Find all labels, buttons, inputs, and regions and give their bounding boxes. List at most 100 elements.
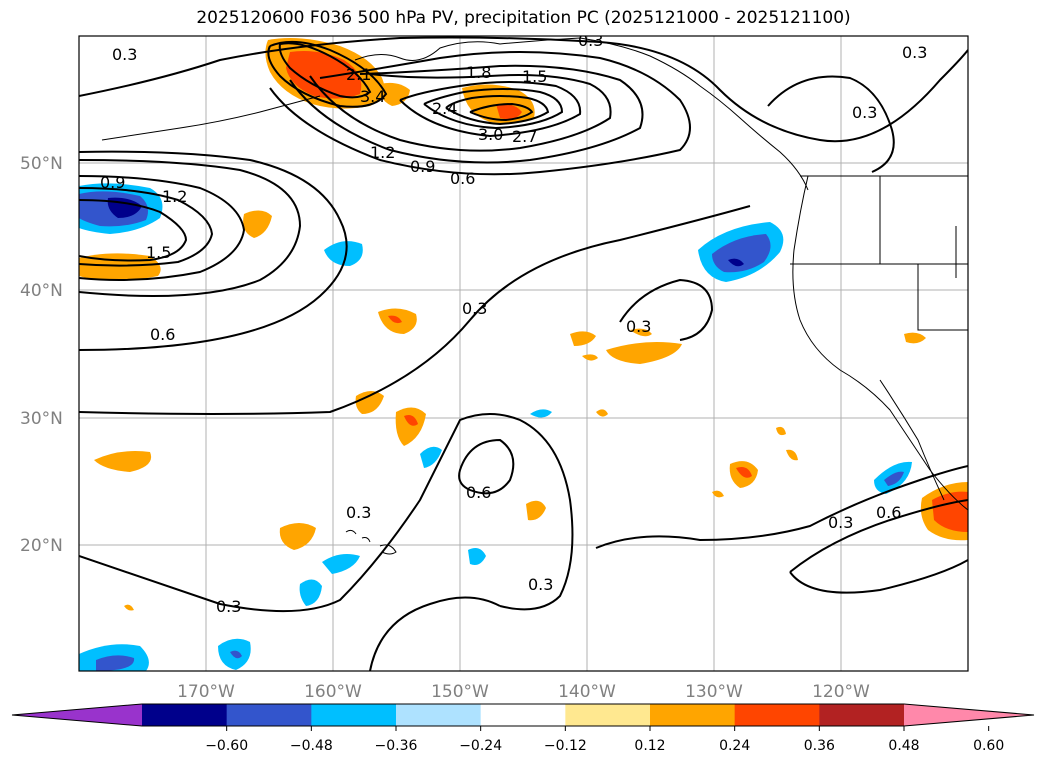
contour-label: 0.3 — [578, 31, 603, 50]
precip-negative-region — [299, 579, 322, 606]
pv-contour-0.6-north — [79, 159, 302, 297]
contour-label: 0.3 — [462, 299, 487, 318]
precip-negative-region — [420, 446, 442, 468]
contour-label: 1.8 — [466, 63, 491, 82]
precip-positive-region — [124, 604, 134, 611]
contour-label: 0.9 — [410, 157, 435, 176]
precip-strong-positive-region — [496, 103, 522, 120]
colorbar-segment — [396, 704, 482, 726]
contour-label: 0.3 — [626, 317, 651, 336]
colorbar-segment — [819, 704, 905, 726]
contour-label: 1.2 — [162, 187, 187, 206]
lon-label: 120°W — [812, 682, 870, 702]
colorbar-segment — [734, 704, 820, 726]
precip-negative-region — [322, 554, 360, 574]
colorbar-tick-label: 0.24 — [719, 738, 750, 754]
pv-contour-0.3-main — [79, 150, 348, 351]
colorbar-extension-high — [904, 704, 1034, 726]
precip-positive-region — [606, 342, 682, 364]
colorbar-tick-label: 0.60 — [973, 738, 1004, 754]
colorbar-tick-label: −0.36 — [375, 738, 418, 754]
latitude-labels: 50°N 40°N 30°N 20°N — [20, 154, 63, 556]
precip-positive-region — [243, 210, 272, 238]
contour-label: 2.1 — [346, 65, 371, 84]
colorbar-tick-label: −0.24 — [459, 738, 502, 754]
pv-contour-0.3-south — [79, 413, 574, 613]
contour-label: 1.5 — [146, 243, 171, 262]
pv-contour-0.6-southeast — [789, 499, 968, 594]
precip-positive-region — [596, 409, 608, 417]
contour-label: 1.5 — [522, 67, 547, 86]
precip-negative-region — [324, 241, 363, 266]
colorbar-segment — [311, 704, 397, 726]
contour-label: 2.4 — [432, 99, 457, 118]
contour-label: 0.3 — [112, 45, 137, 64]
precip-negative-region — [884, 471, 904, 486]
colorbar-segment — [226, 704, 312, 726]
precip-negative-region — [230, 650, 242, 659]
precip-positive-region — [395, 407, 426, 446]
lat-label: 20°N — [20, 536, 63, 556]
pv-contour-0.9-low — [289, 64, 644, 164]
precip-positive-region — [582, 354, 598, 361]
colorbar-tick-label: 0.48 — [888, 738, 919, 754]
precip-positive-region — [355, 391, 384, 414]
pv-contour-0.3-main — [79, 205, 751, 415]
precip-strong-positive-region — [388, 315, 402, 324]
precip-positive-region — [712, 490, 724, 498]
contour-label: 2.7 — [512, 127, 537, 146]
precip-positive-region — [526, 500, 546, 521]
coastlines — [101, 37, 968, 555]
precip-negative-region — [530, 409, 552, 418]
pv-contour-0.6-low — [269, 51, 691, 176]
precip-positive-region — [570, 331, 596, 346]
lat-label: 40°N — [20, 281, 63, 301]
lon-label: 130°W — [685, 682, 743, 702]
contour-label: 0.6 — [876, 503, 901, 522]
baja-california — [879, 379, 945, 501]
precip-negative-region — [712, 234, 771, 273]
contour-label: 3.4 — [360, 87, 385, 106]
colorbar-tick-label: −0.60 — [205, 738, 248, 754]
colorbar-tick-label: 0.36 — [804, 738, 835, 754]
precip-positive-region — [630, 328, 652, 337]
contour-label: 0.3 — [902, 43, 927, 62]
pv-contour-3.4-nw — [278, 42, 372, 99]
pv-contour-1.8-low — [423, 88, 564, 130]
lon-label: 160°W — [304, 682, 362, 702]
contour-label: 3.0 — [478, 125, 503, 144]
colorbar: −0.60 −0.48 −0.36 −0.24 −0.12 0.12 0.24 0.36 0.4… — [11, 703, 1035, 754]
pv-contour-0.3-east — [767, 75, 895, 173]
colorbar-segment — [650, 704, 736, 726]
lat-label: 50°N — [20, 154, 63, 174]
colorbar-extension-low — [12, 704, 142, 726]
pv-contour-0.3-lower — [369, 596, 501, 671]
pv-contour-3.0-low — [469, 102, 534, 122]
longitude-labels: 170°W 160°W 150°W 140°W 130°W 120°W — [177, 682, 870, 702]
aleutian-chain — [101, 95, 321, 141]
pv-contour-1.5-low — [399, 81, 582, 138]
pv-contour-1.5-west — [79, 199, 188, 262]
contour-label: 0.3 — [828, 513, 853, 532]
contour-label: 0.6 — [450, 169, 475, 188]
hawaii-islands — [345, 529, 397, 555]
contour-label: 0.3 — [528, 575, 553, 594]
colorbar-outline — [11, 703, 1035, 727]
pv-contour-2.1-nw — [267, 40, 388, 108]
contour-label: 0.6 — [150, 325, 175, 344]
precip-positive-region — [776, 426, 786, 436]
colorbar-tick-label: −0.12 — [544, 738, 587, 754]
lon-label: 140°W — [558, 682, 616, 702]
us-state-border — [917, 264, 968, 331]
colorbar-segment — [480, 704, 566, 726]
lat-label: 30°N — [20, 409, 63, 429]
precip-strong-positive-region — [736, 467, 752, 478]
precip-strong-positive-region — [404, 415, 418, 426]
pv-contour-0.3-southeast — [595, 465, 968, 549]
pv-contour-0.3-center — [619, 278, 714, 341]
precip-negative-region — [468, 548, 486, 565]
contour-label: 0.9 — [100, 173, 125, 192]
alaska-coast — [354, 37, 809, 191]
colorbar-segment — [142, 704, 228, 726]
